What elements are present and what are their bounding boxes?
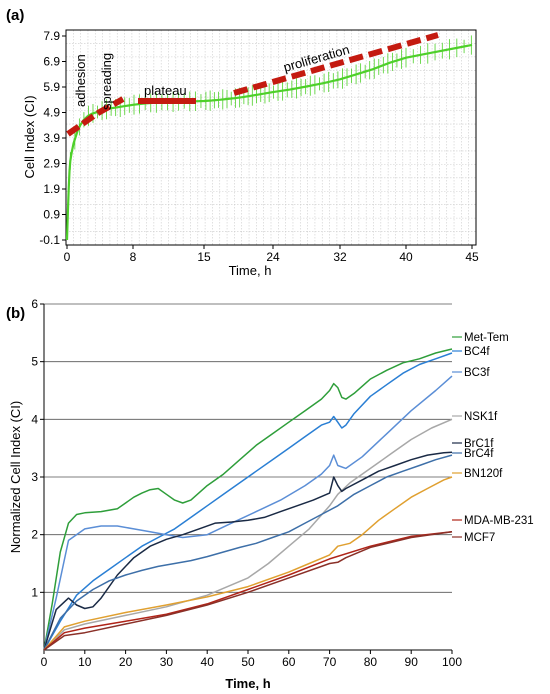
series-line-brc4f [43,454,453,651]
panel-b-series [43,348,453,651]
legend-label: Met-Tem [464,332,509,344]
panel-b-x-tick-label: 80 [364,655,378,669]
legend-label: BrC4f [464,448,494,460]
panel-a-y-axis-title: Cell Index (CI) [22,95,37,178]
legend-label: BrC1f [464,438,494,450]
panel-a-x-tick-label: 15 [197,250,211,264]
legend-label: BC3f [464,367,490,379]
panel-a-y-tick-label: 2.9 [43,157,60,171]
series-line-bc4f [43,352,453,651]
panel-b-y-tick-label: 1 [31,585,38,599]
panel-b-x-tick-label: 10 [78,655,92,669]
phase-proliferation-line [233,32,439,96]
annotation-plateau: plateau [144,83,187,98]
legend-label: NSK1f [464,411,498,423]
legend-label: MDA-MB-231 [464,515,534,527]
panel-b: (b) 1 2 3 4 5 6 0 10 20 30 40 50 60 70 80 90 100 Met-Te… [6,297,534,691]
panel-a-series [65,35,473,241]
panel-a-x-ticks: 0 8 15 24 32 40 45 [64,245,479,264]
panel-a-grid [65,29,477,246]
panel-a-y-tick-label: 0.9 [43,208,60,222]
panel-a-y-ticks: -0.1 0.9 1.9 2.9 3.9 4.9 5.9 6.9 7.9 [39,29,66,247]
panel-b-x-ticks: 0 10 20 30 40 50 60 70 80 90 100 [41,650,462,669]
panel-b-y-tick-label: 4 [31,412,38,426]
phase-spreading-line [96,96,125,116]
panel-b-x-tick-label: 20 [119,655,133,669]
panel-a-x-tick-label: 0 [64,250,71,264]
panel-a-label: (a) [6,7,24,24]
legend-label: MCF7 [464,532,495,544]
panel-b-x-tick-label: 40 [201,655,215,669]
series-line-met-tem [43,348,453,651]
panel-b-x-tick-label: 30 [160,655,174,669]
panel-b-x-tick-label: 50 [241,655,255,669]
panel-a: (a) -0.1 0.9 1.9 2.9 3.9 4.9 5.9 6.9 7.9 0 8 15 24 3… [6,7,479,278]
panel-a-y-tick-label: 6.9 [43,55,60,69]
panel-a-series-line [65,43,473,241]
series-line-mda-mb-231 [43,531,453,651]
panel-b-x-tick-label: 0 [41,655,48,669]
panel-a-y-tick-label: 5.9 [43,80,60,94]
legend-label: BN120f [464,468,503,480]
phase-adhesion-line [66,110,100,137]
panel-a-y-tick-label: 3.9 [43,131,60,145]
legend-label: BC4f [464,346,490,358]
panel-a-y-tick-label: -0.1 [39,233,60,247]
panel-b-y-tick-label: 6 [31,297,38,311]
panel-b-label: (b) [6,305,25,322]
panel-b-y-tick-label: 3 [31,470,38,484]
panel-b-y-tick-label: 5 [31,355,38,369]
series-line-bc3f [43,375,453,651]
panel-a-x-tick-label: 45 [465,250,479,264]
panel-b-x-tick-label: 90 [405,655,419,669]
annotation-spreading: spreading [99,53,114,110]
panel-a-x-tick-label: 32 [333,250,347,264]
panel-a-y-tick-label: 4.9 [43,106,60,120]
panel-a-y-tick-label: 7.9 [43,29,60,43]
panel-b-x-tick-label: 60 [282,655,296,669]
panel-a-y-tick-label: 1.9 [43,182,60,196]
series-line-mcf7 [43,531,453,651]
series-line-bn120f [43,476,453,651]
panel-b-y-axis-title: Normalized Cell Index (CI) [8,401,23,553]
annotation-adhesion: adhesion [73,54,88,107]
panel-b-grid [44,303,452,593]
series-line-nsk1f [43,418,453,651]
panel-b-y-tick-label: 2 [31,528,38,542]
panel-a-x-tick-label: 40 [399,250,413,264]
panel-b-y-ticks: 1 2 3 4 5 6 [31,297,44,599]
panel-a-x-axis-title: Time, h [229,263,272,278]
series-line-brc1f [43,451,453,651]
panel-a-x-tick-label: 8 [130,250,137,264]
panel-b-x-axis-title: Time, h [225,676,270,691]
panel-b-x-tick-label: 70 [323,655,337,669]
panel-a-x-tick-label: 24 [266,250,280,264]
panel-b-x-tick-label: 100 [442,655,462,669]
